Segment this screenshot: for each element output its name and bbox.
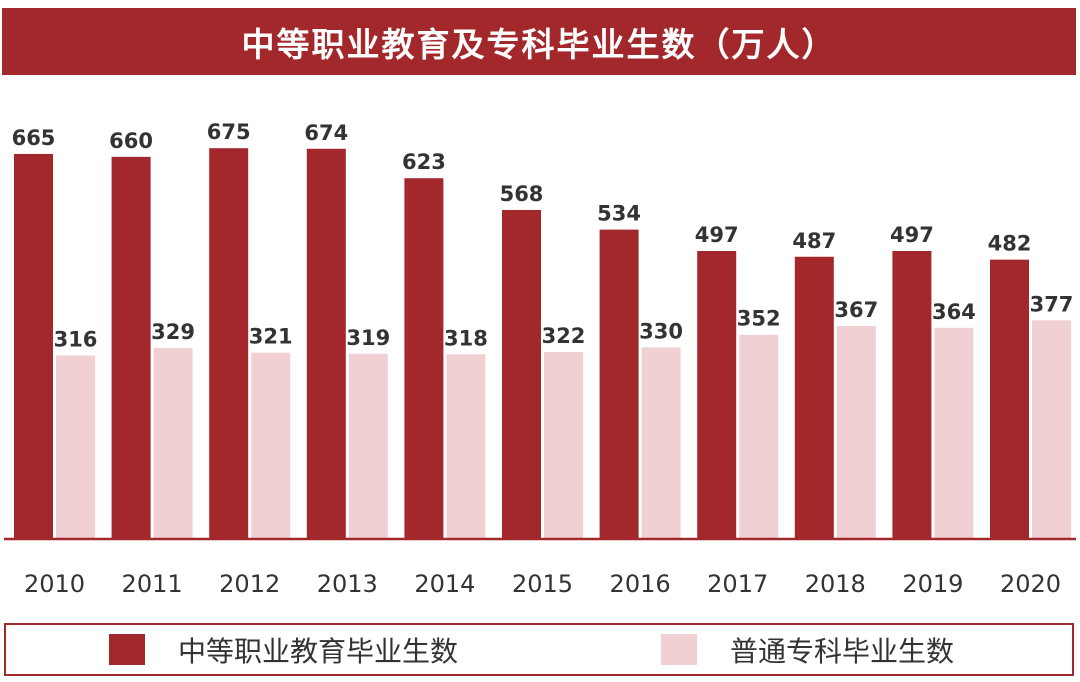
value-label-secondary-2018: 367 — [834, 298, 878, 322]
bar-secondary-2012 — [251, 352, 291, 538]
bar-primary-2017 — [697, 250, 737, 539]
x-tick-label-2011: 2011 — [122, 570, 183, 598]
legend-item-primary: 中等职业教育毕业生数 — [109, 625, 458, 674]
value-label-primary-2015: 568 — [500, 182, 544, 206]
chart-title-bar: 中等职业教育及专科毕业生数（万人） — [2, 8, 1076, 75]
bar-primary-2014 — [404, 178, 444, 538]
legend: 中等职业教育毕业生数 普通专科毕业生数 — [4, 623, 1074, 676]
bar-chart: 665 316 2010 660 329 2011 675 321 2012 674 319 2013… — [4, 120, 1076, 598]
bar-primary-2016 — [599, 229, 639, 539]
bar-secondary-2010 — [56, 355, 95, 538]
bar-primary-2012 — [209, 148, 249, 538]
value-label-primary-2019: 497 — [890, 223, 934, 247]
bar-secondary-2015 — [544, 352, 583, 538]
value-label-secondary-2010: 316 — [54, 328, 98, 352]
x-tick-label-2018: 2018 — [805, 570, 866, 598]
x-tick-label-2019: 2019 — [902, 570, 963, 598]
bar-secondary-2011 — [153, 348, 193, 538]
legend-item-secondary: 普通专科毕业生数 — [661, 625, 954, 674]
x-tick-label-2013: 2013 — [317, 570, 378, 598]
value-label-secondary-2011: 329 — [151, 320, 195, 344]
value-label-secondary-2019: 364 — [932, 300, 976, 324]
value-label-primary-2017: 497 — [695, 223, 739, 247]
legend-label-secondary: 普通专科毕业生数 — [730, 634, 955, 668]
value-label-secondary-2016: 330 — [639, 319, 683, 343]
bar-primary-2019 — [892, 250, 932, 539]
bar-primary-2011 — [111, 156, 151, 538]
bar-secondary-2017 — [739, 334, 779, 538]
value-label-primary-2011: 660 — [109, 129, 153, 153]
legend-swatch-secondary — [661, 634, 697, 665]
value-label-primary-2010: 665 — [12, 126, 56, 150]
bar-primary-2020 — [990, 259, 1029, 538]
value-label-primary-2016: 534 — [597, 202, 641, 226]
legend-swatch-primary — [109, 634, 145, 665]
bar-secondary-2013 — [348, 353, 388, 538]
bar-secondary-2019 — [934, 327, 974, 538]
value-label-primary-2013: 674 — [304, 121, 348, 145]
value-label-secondary-2012: 321 — [249, 325, 293, 349]
bar-primary-2015 — [502, 209, 541, 539]
value-label-secondary-2013: 319 — [346, 326, 390, 350]
bar-primary-2018 — [794, 256, 834, 538]
value-label-primary-2018: 487 — [792, 229, 836, 253]
value-label-secondary-2017: 352 — [737, 307, 781, 331]
legend-label-primary: 中等职业教育毕业生数 — [178, 634, 459, 668]
bar-primary-2013 — [306, 148, 346, 538]
value-label-secondary-2015: 322 — [542, 324, 586, 348]
bar-secondary-2018 — [836, 326, 876, 538]
x-tick-label-2015: 2015 — [512, 570, 573, 598]
value-label-primary-2012: 675 — [207, 120, 251, 144]
bar-secondary-2020 — [1032, 320, 1071, 538]
chart-title: 中等职业教育及专科毕业生数（万人） — [241, 24, 837, 64]
value-label-primary-2020: 482 — [988, 232, 1032, 256]
x-tick-label-2010: 2010 — [24, 570, 85, 598]
value-label-secondary-2014: 318 — [444, 326, 488, 350]
x-tick-label-2020: 2020 — [1000, 570, 1061, 598]
x-tick-label-2012: 2012 — [219, 570, 280, 598]
x-tick-label-2014: 2014 — [414, 570, 475, 598]
value-label-secondary-2020: 377 — [1030, 292, 1074, 316]
x-tick-label-2017: 2017 — [707, 570, 768, 598]
x-tick-label-2016: 2016 — [610, 570, 671, 598]
bar-secondary-2016 — [641, 347, 681, 538]
bar-primary-2010 — [14, 153, 53, 538]
value-label-primary-2014: 623 — [402, 150, 446, 174]
bar-secondary-2014 — [446, 354, 486, 538]
